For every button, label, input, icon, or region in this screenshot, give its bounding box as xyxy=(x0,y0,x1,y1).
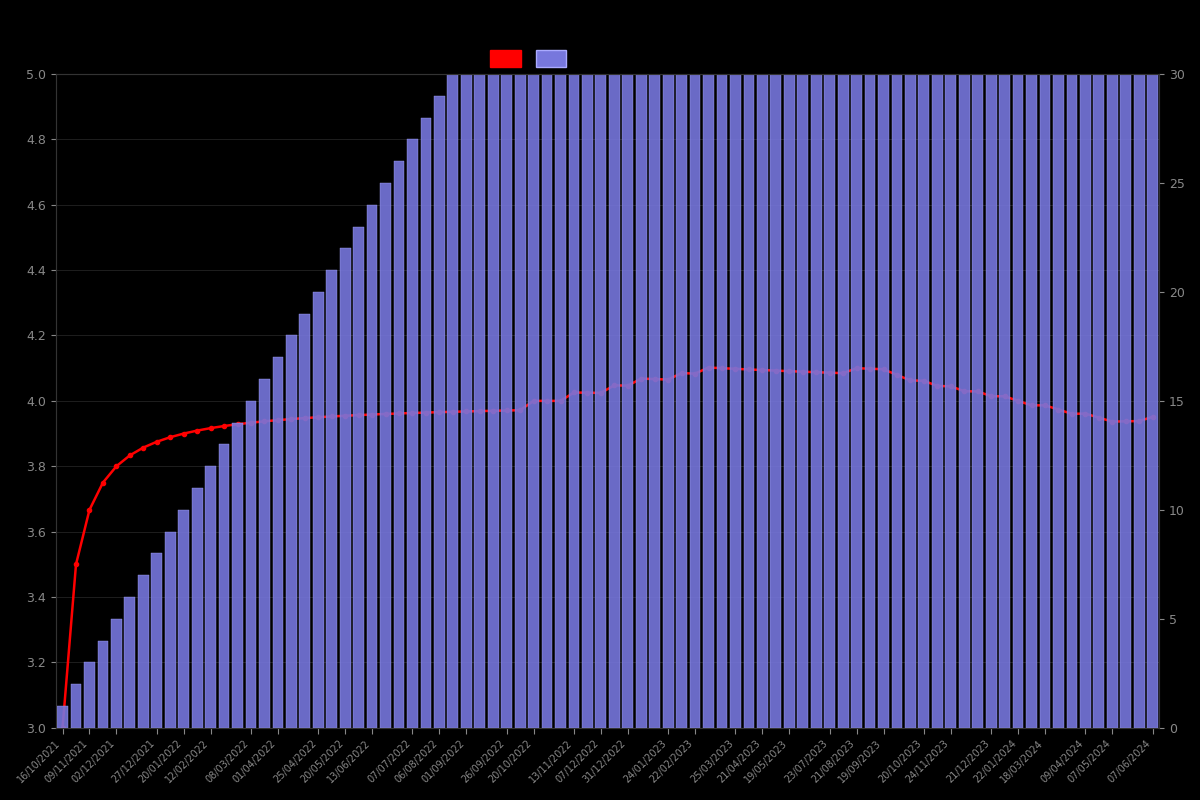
Bar xyxy=(474,30,485,728)
Bar xyxy=(946,0,956,728)
Bar xyxy=(1080,0,1091,728)
Bar xyxy=(313,292,324,728)
Bar xyxy=(340,248,350,728)
Bar xyxy=(1093,0,1104,728)
Bar xyxy=(797,0,808,728)
Bar xyxy=(434,96,445,728)
Bar xyxy=(1000,0,1010,728)
Bar xyxy=(985,0,996,728)
Bar xyxy=(865,0,876,728)
Bar xyxy=(824,0,835,728)
Bar xyxy=(218,445,229,728)
Bar xyxy=(272,358,283,728)
Bar xyxy=(97,641,108,728)
Bar xyxy=(461,52,472,728)
Bar xyxy=(380,183,391,728)
Legend: , : , xyxy=(485,45,576,72)
Bar xyxy=(1026,0,1037,728)
Bar xyxy=(205,466,216,728)
Bar xyxy=(1147,0,1158,728)
Bar xyxy=(420,118,431,728)
Bar xyxy=(125,597,136,728)
Bar xyxy=(582,0,593,728)
Bar xyxy=(784,0,794,728)
Bar xyxy=(151,554,162,728)
Bar xyxy=(851,0,862,728)
Bar xyxy=(407,139,418,728)
Bar xyxy=(1067,0,1078,728)
Bar xyxy=(164,532,175,728)
Bar xyxy=(1039,0,1050,728)
Bar xyxy=(286,335,296,728)
Bar xyxy=(918,0,929,728)
Bar xyxy=(649,0,660,728)
Bar xyxy=(878,0,889,728)
Bar xyxy=(367,205,378,728)
Bar xyxy=(1013,0,1024,728)
Bar xyxy=(179,510,190,728)
Bar xyxy=(515,0,526,728)
Bar xyxy=(232,422,242,728)
Bar xyxy=(623,0,634,728)
Bar xyxy=(677,0,688,728)
Bar xyxy=(448,74,458,728)
Bar xyxy=(757,0,768,728)
Bar xyxy=(662,0,673,728)
Bar xyxy=(959,0,970,728)
Bar xyxy=(932,0,943,728)
Bar xyxy=(528,0,539,728)
Bar xyxy=(1054,0,1064,728)
Bar xyxy=(636,0,647,728)
Bar xyxy=(608,0,619,728)
Bar xyxy=(192,488,203,728)
Bar xyxy=(595,0,606,728)
Bar xyxy=(770,0,781,728)
Bar xyxy=(811,0,822,728)
Bar xyxy=(556,0,566,728)
Bar xyxy=(112,619,121,728)
Bar xyxy=(892,0,902,728)
Bar xyxy=(326,270,337,728)
Bar xyxy=(84,662,95,728)
Bar xyxy=(394,161,404,728)
Bar xyxy=(1121,0,1132,728)
Bar xyxy=(502,0,512,728)
Bar xyxy=(488,9,498,728)
Bar xyxy=(1106,0,1117,728)
Bar xyxy=(972,0,983,728)
Bar xyxy=(1134,0,1145,728)
Bar xyxy=(744,0,755,728)
Bar xyxy=(246,401,257,728)
Bar xyxy=(905,0,916,728)
Bar xyxy=(259,379,270,728)
Bar xyxy=(541,0,552,728)
Bar xyxy=(569,0,580,728)
Bar xyxy=(58,706,68,728)
Bar xyxy=(730,0,740,728)
Bar xyxy=(703,0,714,728)
Bar xyxy=(300,314,310,728)
Bar xyxy=(690,0,701,728)
Bar xyxy=(71,684,82,728)
Bar xyxy=(353,226,364,728)
Bar xyxy=(138,575,149,728)
Bar xyxy=(838,0,848,728)
Bar xyxy=(716,0,727,728)
